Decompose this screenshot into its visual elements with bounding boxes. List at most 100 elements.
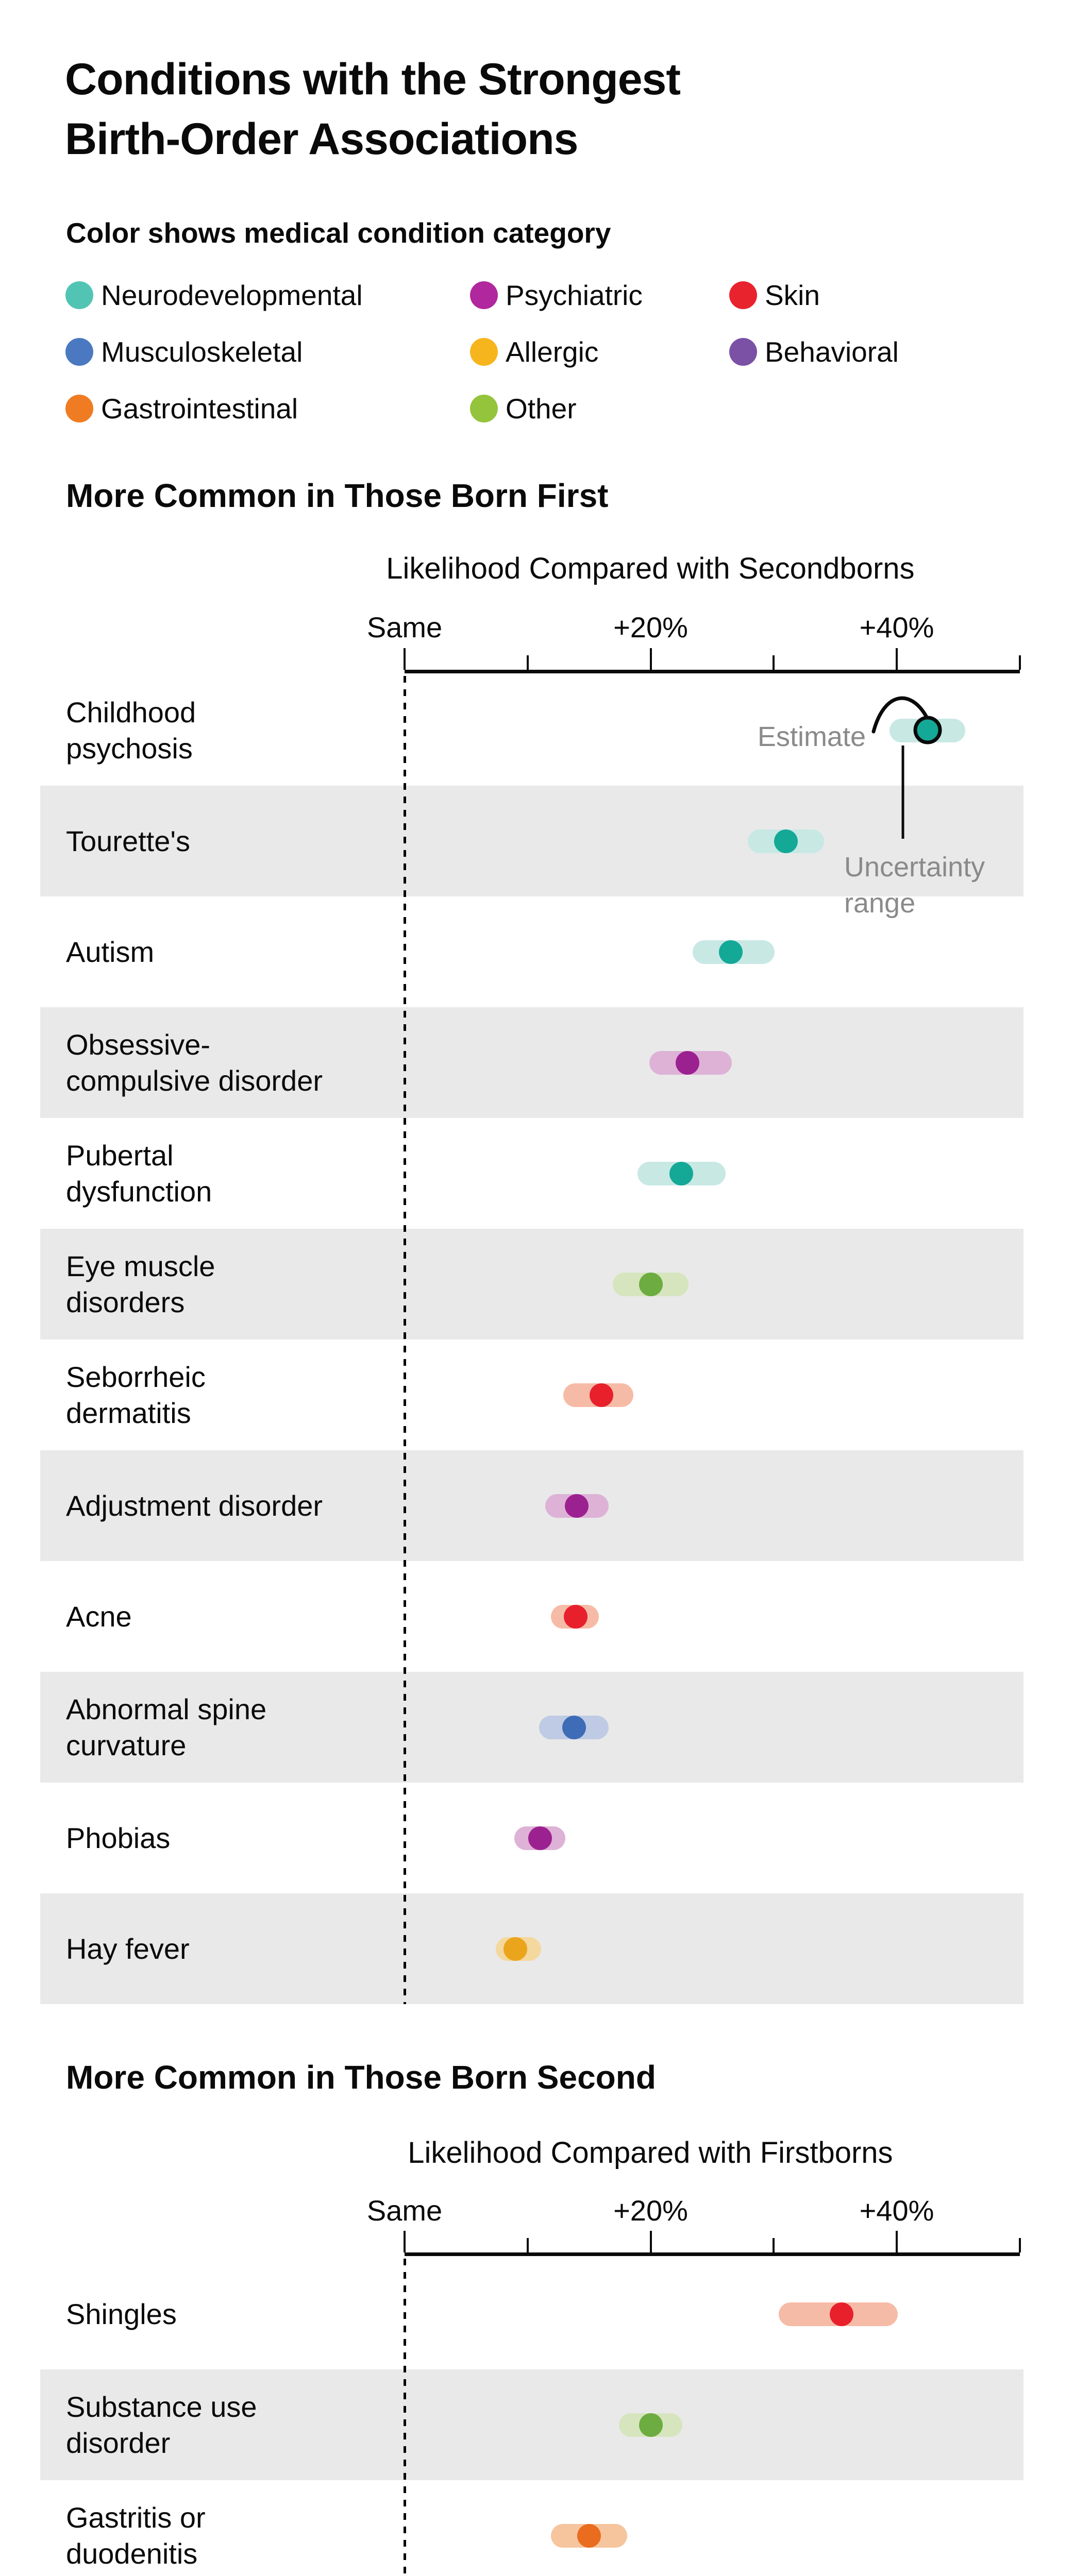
row-label: Substance use disorder: [66, 2369, 396, 2480]
estimate-dot: [503, 1937, 527, 1961]
row-label-line: Eye muscle: [66, 1249, 215, 1282]
legend-item-skin: Skin: [765, 279, 820, 311]
estimate-dot: [676, 1050, 700, 1075]
legend-header: Color shows medical condition category: [66, 217, 611, 249]
row-label-line: disorders: [66, 1285, 185, 1318]
row-label: Acne: [66, 1561, 396, 1672]
row-label: Seborrheic dermatitis: [66, 1340, 396, 1450]
axis-tick-label: +20%: [613, 611, 688, 643]
estimate-dot: [577, 2523, 601, 2548]
gastrointestinal-legend-dot-icon: [65, 395, 93, 422]
axis-major-tick: [649, 648, 652, 670]
axis-baseline: [405, 670, 1020, 673]
row-label-line: Pubertal: [66, 1139, 174, 1172]
row-label: Adjustment disorder: [66, 1450, 396, 1561]
axis-major-tick: [896, 2231, 898, 2252]
row-band: [40, 1672, 1023, 1783]
legend-item-neurodevelopmental: Neurodevelopmental: [101, 279, 363, 311]
behavioral-legend-dot-icon: [729, 338, 757, 366]
uncertainty-annotation-label: Uncertainty range: [844, 849, 985, 921]
row-band: [40, 1007, 1023, 1118]
row-label: Gastritis or duodenitis: [66, 2480, 396, 2576]
psychiatric-legend-dot-icon: [470, 281, 498, 309]
estimate-dot: [774, 829, 798, 853]
row-band: [40, 2369, 1023, 2480]
row-label: Abnormal spine curvature: [66, 1672, 396, 1783]
row-label-line: compulsive disorder: [66, 1064, 323, 1097]
axis-title: Likelihood Compared with Secondborns: [386, 552, 915, 585]
row-label: Obsessive-compulsive disorder: [66, 1007, 396, 1118]
row-label-line: dermatitis: [66, 1396, 191, 1429]
axis-minor-tick: [1018, 2238, 1021, 2252]
row-band: [40, 1450, 1023, 1561]
estimate-dot: [639, 1272, 663, 1296]
estimate-dot: [915, 718, 939, 742]
neurodevelopmental-legend-dot-icon: [65, 281, 93, 309]
row-label-line: Tourette's: [66, 824, 191, 857]
row-label: Hay fever: [66, 1893, 396, 2004]
axis-tick-label: +40%: [859, 2194, 934, 2227]
row-label-line: Acne: [66, 1600, 132, 1633]
estimate-dot: [669, 1161, 694, 1185]
axis-tick-label: +20%: [613, 2194, 688, 2227]
row-label: Tourette's: [66, 786, 396, 896]
same-reference-dashed-line: [404, 676, 406, 2004]
axis-minor-tick: [526, 2238, 529, 2252]
axis-minor-tick: [1018, 655, 1021, 670]
musculoskeletal-legend-dot-icon: [65, 338, 93, 366]
uncertainty-annotation-line: Uncertainty: [844, 852, 985, 883]
skin-legend-dot-icon: [729, 281, 757, 309]
axis-baseline: [405, 2252, 1020, 2256]
row-label-line: Substance use: [66, 2390, 257, 2423]
estimate-annotation-label: Estimate: [757, 721, 866, 752]
axis-minor-tick: [773, 655, 775, 670]
row-label-line: Seborrheic: [66, 1360, 206, 1393]
estimate-dot: [528, 1826, 552, 1850]
uncertainty-annotation-line: range: [844, 888, 916, 919]
row-label-line: Phobias: [66, 1821, 171, 1854]
row-band: [40, 786, 1023, 896]
estimate-dot: [718, 940, 743, 964]
axis-minor-tick: [773, 2238, 775, 2252]
legend-item-other: Other: [506, 393, 577, 425]
row-label-line: Adjustment disorder: [66, 1489, 323, 1522]
row-label-line: Childhood: [66, 696, 196, 728]
row-label-line: Gastritis or: [66, 2501, 206, 2534]
row-label: Childhood psychosis: [66, 675, 396, 786]
row-label-line: Obsessive-: [66, 1028, 211, 1061]
row-label: Phobias: [66, 1783, 396, 1893]
row-label: Shingles: [66, 2259, 396, 2369]
page-title: Conditions with the Strongest Birth-Orde…: [65, 49, 681, 169]
row-band: [40, 1229, 1023, 1340]
legend-item-gastrointestinal: Gastrointestinal: [101, 393, 298, 425]
section-title: More Common in Those Born Second: [66, 2059, 656, 2096]
axis-tick-label: Same: [366, 2194, 443, 2227]
legend-item-psychiatric: Psychiatric: [506, 279, 643, 311]
same-reference-dashed-line: [404, 2259, 406, 2576]
row-label: Eye muscle disorders: [66, 1229, 396, 1340]
estimate-dot: [639, 2413, 663, 2437]
estimate-dot: [565, 1494, 589, 1518]
legend-item-musculoskeletal: Musculoskeletal: [101, 336, 303, 368]
row-label-line: psychosis: [66, 732, 193, 765]
axis-major-tick: [649, 2231, 652, 2252]
estimate-dot: [562, 1715, 586, 1739]
legend-item-behavioral: Behavioral: [765, 336, 899, 368]
axis-major-tick: [404, 648, 406, 670]
allergic-legend-dot-icon: [470, 338, 498, 366]
row-label-line: curvature: [66, 1728, 187, 1761]
axis-major-tick: [896, 648, 898, 670]
row-label-line: Shingles: [66, 2297, 177, 2330]
row-label-line: Abnormal spine: [66, 1692, 267, 1725]
axis-title: Likelihood Compared with Firstborns: [408, 2136, 893, 2170]
axis-minor-tick: [526, 655, 529, 670]
section-title: More Common in Those Born First: [66, 477, 609, 514]
page-title-line1: Conditions with the Strongest: [65, 55, 681, 104]
row-label: Pubertal dysfunction: [66, 1118, 396, 1229]
axis-tick-label: Same: [366, 611, 443, 643]
estimate-dot: [590, 1383, 613, 1407]
row-label-line: Autism: [66, 935, 155, 968]
page-title-line2: Birth-Order Associations: [65, 114, 578, 164]
other-legend-dot-icon: [470, 395, 498, 422]
